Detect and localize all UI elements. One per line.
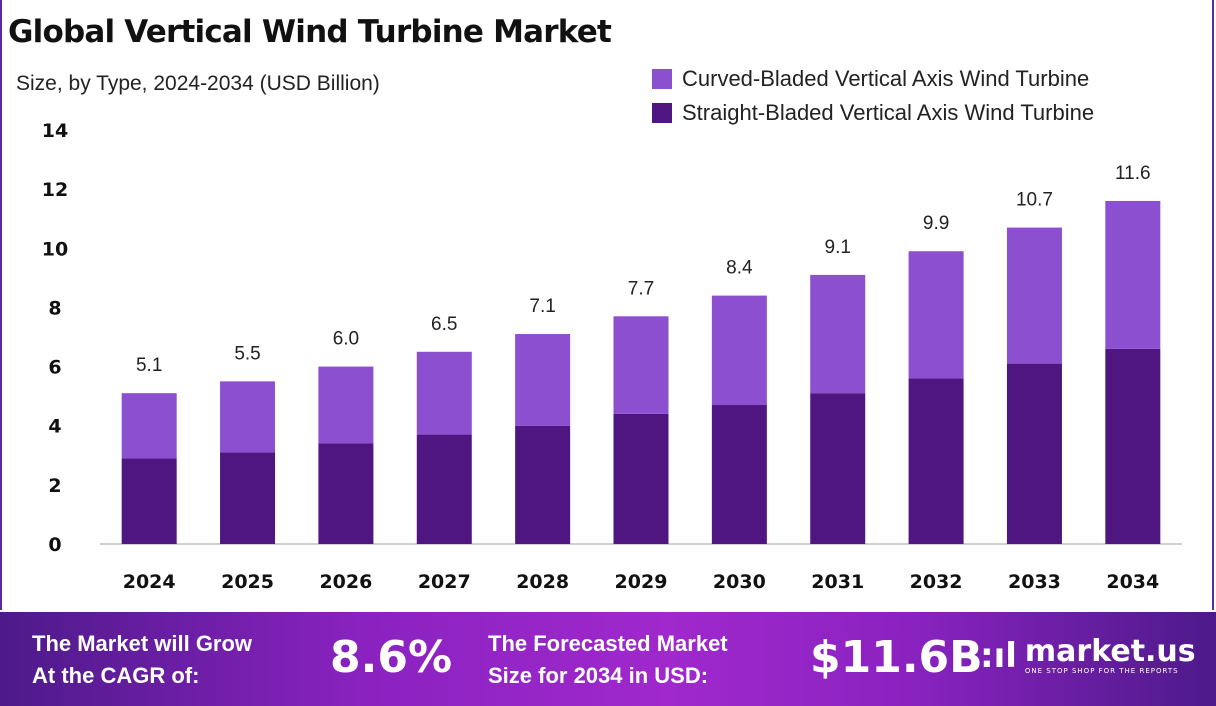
data-label: 6.0 <box>333 329 359 350</box>
bar-segment <box>220 452 276 544</box>
bar-segment <box>121 393 177 459</box>
bar-segment <box>711 405 767 544</box>
footer-banner: The Market will Grow At the CAGR of: 8.6%… <box>0 612 1216 706</box>
bar-segment <box>711 295 767 406</box>
cagr-value: 8.6% <box>330 632 453 683</box>
y-tick-label: 8 <box>48 297 61 319</box>
x-tick-label: 2030 <box>713 571 766 593</box>
forecast-label: The Forecasted Market Size for 2034 in US… <box>488 628 728 692</box>
legend-label: Straight-Bladed Vertical Axis Wind Turbi… <box>682 100 1095 125</box>
bar-segment <box>416 434 472 544</box>
legend-item-curved: Curved-Bladed Vertical Axis Wind Turbine <box>652 62 1094 96</box>
data-label: 11.6 <box>1115 163 1151 184</box>
legend-swatch <box>652 103 672 123</box>
bar-segment <box>613 413 669 544</box>
data-label: 8.4 <box>726 258 753 279</box>
x-tick-label: 2034 <box>1106 571 1159 593</box>
data-label: 5.1 <box>136 355 162 376</box>
chart-title: Global Vertical Wind Turbine Market <box>8 14 612 50</box>
bar-segment <box>416 351 472 435</box>
legend-label: Curved-Bladed Vertical Axis Wind Turbine <box>682 66 1090 91</box>
data-label: 7.1 <box>529 296 555 317</box>
bar-segment <box>1006 227 1062 364</box>
bar-segment <box>810 393 866 544</box>
brand-name: market.us <box>1024 634 1196 669</box>
bar-segment <box>908 378 964 544</box>
bar-segment <box>613 316 669 414</box>
x-tick-label: 2031 <box>811 571 864 593</box>
x-tick-label: 2033 <box>1008 571 1061 593</box>
x-tick-label: 2029 <box>615 571 668 593</box>
data-label: 6.5 <box>431 314 457 335</box>
data-label: 9.9 <box>923 213 949 234</box>
x-tick-label: 2032 <box>910 571 963 593</box>
forecast-label-line: Size for 2034 in USD: <box>488 663 709 688</box>
bar-segment <box>121 458 177 544</box>
cagr-label-line: The Market will Grow <box>32 631 253 656</box>
x-tick-label: 2024 <box>123 571 176 593</box>
cagr-label-line: At the CAGR of: <box>32 663 200 688</box>
data-label: 5.5 <box>234 343 260 364</box>
cagr-label: The Market will Grow At the CAGR of: <box>32 628 252 692</box>
brand-tagline: ONE STOP SHOP FOR THE REPORTS <box>1024 667 1179 675</box>
bar-segment <box>908 251 964 379</box>
y-tick-label: 4 <box>48 416 61 438</box>
y-tick-label: 10 <box>42 238 68 260</box>
legend-item-straight: Straight-Bladed Vertical Axis Wind Turbi… <box>652 96 1094 130</box>
bar-segment <box>515 425 571 544</box>
x-tick-label: 2026 <box>319 571 372 593</box>
chart-frame <box>0 0 1214 610</box>
y-tick-label: 6 <box>48 357 61 379</box>
x-tick-label: 2027 <box>418 571 471 593</box>
bar-segment <box>318 366 374 444</box>
bar-segment <box>1105 348 1161 544</box>
chart-subtitle: Size, by Type, 2024-2034 (USD Billion) <box>16 72 380 95</box>
data-label: 7.7 <box>628 278 654 299</box>
y-tick-label: 14 <box>42 120 68 142</box>
data-label: 9.1 <box>825 237 851 258</box>
stacked-bar-chart: 0 2 4 6 8 10 12 14 5.1 2024 5.5 2025 6.0 2026 6.5 2027 7… <box>42 120 1182 593</box>
bar-segment <box>1006 363 1062 544</box>
bar-segment <box>515 334 571 426</box>
x-tick-label: 2025 <box>221 571 274 593</box>
bar-segment <box>1105 200 1161 349</box>
brand-logo: :ıl market.us ONE STOP SHOP FOR THE REPOR… <box>980 636 1196 676</box>
bar-segment <box>220 381 276 453</box>
y-tick-label: 0 <box>48 534 61 556</box>
y-tick-label: 12 <box>42 179 68 201</box>
y-tick-label: 2 <box>48 475 61 497</box>
logo-icon: :ıl <box>980 636 1017 676</box>
forecast-label-line: The Forecasted Market <box>488 631 728 656</box>
data-label: 10.7 <box>1016 190 1053 211</box>
legend-swatch <box>652 69 672 89</box>
forecast-value: $11.6B <box>810 632 983 683</box>
bar-segment <box>318 443 374 544</box>
bar-segment <box>810 274 866 394</box>
legend: Curved-Bladed Vertical Axis Wind Turbine… <box>652 62 1094 130</box>
x-tick-label: 2028 <box>516 571 569 593</box>
